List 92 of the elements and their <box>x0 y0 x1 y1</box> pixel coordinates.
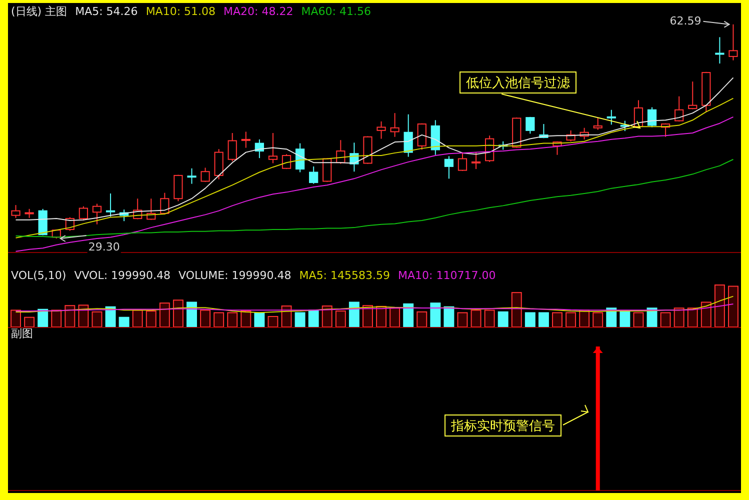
bar <box>335 310 346 328</box>
bar <box>524 312 536 328</box>
candlestick <box>715 36 724 64</box>
bar <box>660 312 671 328</box>
bar <box>470 310 482 328</box>
candlestick <box>647 106 657 128</box>
bar <box>214 312 224 328</box>
bar <box>64 305 76 328</box>
chart-title: (日线) 主图 <box>11 5 68 18</box>
candlestick <box>688 81 698 110</box>
bar <box>118 316 130 328</box>
bar <box>498 311 508 328</box>
candlestick <box>458 152 468 172</box>
bar <box>186 302 197 328</box>
bar <box>457 312 468 328</box>
text: MA60: 41.56 <box>301 5 371 18</box>
bar <box>348 302 360 328</box>
bar <box>308 310 319 328</box>
bar <box>172 300 184 328</box>
bar <box>322 306 332 328</box>
bar <box>10 310 22 328</box>
chart-title: VOL(5,10) <box>11 269 66 282</box>
annotation: 指标实时预警信号 <box>450 419 555 434</box>
candlestick <box>390 112 400 138</box>
chart-subtitle: VVOL: 199990.48 <box>74 269 171 282</box>
candlestick <box>228 132 237 162</box>
bar <box>444 306 454 328</box>
bar <box>254 312 265 328</box>
bar <box>240 310 252 328</box>
candlestick <box>200 167 210 182</box>
candlestick <box>78 206 88 221</box>
bar <box>51 310 62 328</box>
bar <box>227 312 238 328</box>
bar <box>714 284 725 328</box>
text: MA20: 48.22 <box>224 5 294 18</box>
bar <box>633 312 644 328</box>
bar <box>538 312 549 328</box>
bar <box>674 308 684 328</box>
annotation: 低位入池信号过滤 <box>466 76 570 91</box>
series-label: VOLUME: 199990.48 <box>178 269 292 282</box>
text: MA5: 145583.59 <box>299 269 390 282</box>
candlestick <box>214 148 224 180</box>
bar <box>24 316 35 328</box>
candlestick <box>11 204 20 218</box>
annotation: 62.59 <box>670 14 702 28</box>
candlestick <box>593 117 602 130</box>
candlestick <box>282 154 292 170</box>
bar <box>592 312 604 328</box>
bar <box>700 302 712 328</box>
annotation: 29.30 <box>88 240 120 254</box>
bar <box>146 310 156 328</box>
candlestick <box>404 114 413 158</box>
bar <box>92 311 102 328</box>
candlestick <box>24 208 34 218</box>
bar <box>159 302 170 328</box>
chart-title: 副图 <box>11 327 33 340</box>
bar <box>566 312 576 328</box>
candlestick <box>241 131 250 148</box>
candlestick <box>471 152 481 170</box>
candlestick <box>728 24 738 61</box>
bar <box>430 302 441 328</box>
bar <box>403 303 414 328</box>
bar <box>362 305 373 328</box>
bar <box>620 310 630 328</box>
candlestick <box>430 120 440 156</box>
bar <box>687 308 698 328</box>
bar <box>552 312 562 328</box>
bar <box>294 312 306 328</box>
candlestick <box>376 120 386 140</box>
text: MA10: 110717.00 <box>398 269 496 282</box>
bar <box>484 310 495 328</box>
bar <box>268 316 278 328</box>
bar <box>416 311 428 328</box>
candlestick <box>526 116 535 134</box>
bar <box>200 310 211 328</box>
candlestick <box>187 168 196 184</box>
bar <box>390 308 400 328</box>
candlestick <box>106 192 116 218</box>
candlestick <box>268 132 278 164</box>
candlestick <box>674 96 684 122</box>
bar <box>78 304 89 328</box>
text: MA10: 51.08 <box>146 5 216 18</box>
text: MA5: 54.26 <box>75 5 138 18</box>
candlestick <box>309 166 318 184</box>
candlestick <box>92 203 102 225</box>
candlestick <box>444 156 454 180</box>
candlestick <box>174 174 183 202</box>
bar <box>511 292 522 328</box>
bar <box>132 310 143 328</box>
bar <box>728 286 738 328</box>
bar <box>38 308 48 328</box>
candlestick <box>606 109 616 126</box>
